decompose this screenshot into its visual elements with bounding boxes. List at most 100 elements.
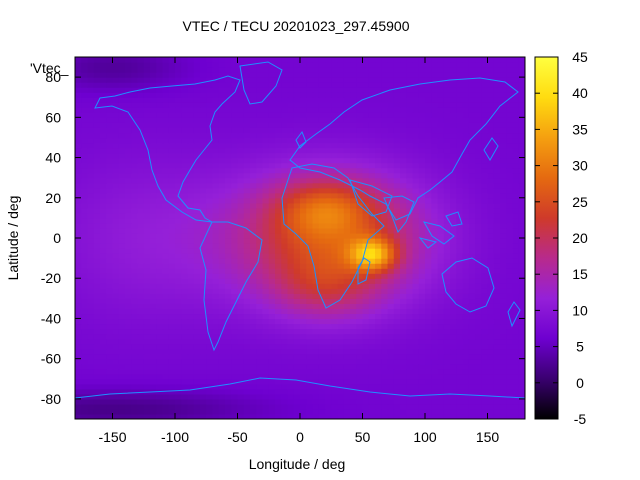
heatmap-cell — [168, 67, 176, 73]
heatmap-cell — [356, 92, 364, 98]
heatmap-cell — [318, 368, 326, 375]
heatmap-cell — [443, 353, 451, 360]
heatmap-cell — [331, 338, 339, 345]
heatmap-cell — [81, 328, 89, 335]
heatmap-cell — [337, 222, 345, 229]
heatmap-cell — [118, 383, 126, 390]
heatmap-cell — [318, 217, 326, 224]
heatmap-cell — [143, 288, 151, 294]
heatmap-cell — [250, 403, 257, 410]
heatmap-cell — [400, 137, 407, 144]
heatmap-cell — [368, 97, 376, 103]
heatmap-cell — [243, 373, 251, 380]
heatmap-cell — [506, 167, 514, 174]
heatmap-cell — [512, 227, 520, 234]
heatmap-cell — [356, 132, 364, 139]
heatmap-cell — [412, 403, 420, 410]
heatmap-cell — [218, 258, 226, 264]
heatmap-cell — [400, 378, 407, 385]
heatmap-cell — [456, 368, 464, 375]
heatmap-cell — [268, 232, 276, 239]
heatmap-cell — [450, 87, 457, 93]
heatmap-cell — [250, 67, 257, 73]
heatmap-cell — [81, 273, 89, 279]
heatmap-cell — [500, 328, 507, 335]
heatmap-cell — [343, 273, 351, 279]
heatmap-cell — [200, 67, 207, 73]
heatmap-cell — [331, 127, 339, 134]
heatmap-cell — [506, 197, 514, 204]
heatmap-cell — [150, 192, 157, 199]
heatmap-cell — [387, 273, 395, 279]
heatmap-cell — [187, 177, 195, 184]
heatmap-cell — [93, 92, 101, 98]
heatmap-cell — [118, 132, 126, 139]
heatmap-cell — [281, 408, 289, 415]
heatmap-cell — [262, 403, 270, 410]
heatmap-cell — [456, 308, 464, 315]
heatmap-cell — [168, 298, 176, 304]
heatmap-cell — [193, 243, 201, 249]
heatmap-cell — [112, 117, 120, 123]
heatmap-cell — [306, 373, 314, 380]
heatmap-cell — [350, 202, 357, 209]
heatmap-cell — [306, 192, 314, 199]
heatmap-cell — [318, 313, 326, 320]
heatmap-cell — [187, 87, 195, 93]
heatmap-cell — [375, 222, 382, 229]
heatmap-cell — [450, 97, 457, 103]
heatmap-cell — [181, 308, 189, 315]
heatmap-cell — [231, 348, 239, 355]
heatmap-cell — [375, 408, 382, 415]
heatmap-cell — [343, 323, 351, 330]
heatmap-cell — [387, 112, 395, 118]
heatmap-cell — [412, 333, 420, 340]
heatmap-cell — [75, 97, 82, 103]
heatmap-cell — [462, 283, 470, 289]
heatmap-cell — [268, 122, 276, 128]
heatmap-cell — [131, 82, 139, 88]
heatmap-cell — [125, 232, 132, 239]
heatmap-cell — [106, 227, 114, 234]
heatmap-cell — [456, 318, 464, 325]
heatmap-cell — [343, 197, 351, 204]
heatmap-cell — [500, 408, 507, 415]
heatmap-cell — [500, 308, 507, 315]
heatmap-cell — [418, 308, 426, 315]
heatmap-cell — [131, 373, 139, 380]
heatmap-cell — [400, 353, 407, 360]
heatmap-cell — [156, 348, 164, 355]
heatmap-cell — [431, 217, 439, 224]
heatmap-cell — [137, 147, 145, 154]
heatmap-cell — [231, 393, 239, 400]
heatmap-cell — [156, 273, 164, 279]
heatmap-cell — [462, 107, 470, 113]
heatmap-cell — [293, 348, 301, 355]
heatmap-cell — [406, 248, 414, 254]
heatmap-cell — [325, 212, 332, 219]
heatmap-cell — [143, 258, 151, 264]
heatmap-cell — [200, 87, 207, 93]
heatmap-cell — [475, 253, 482, 259]
heatmap-cell — [100, 238, 107, 244]
heatmap-cell — [168, 253, 176, 259]
heatmap-cell — [331, 92, 339, 98]
heatmap-cell — [400, 152, 407, 159]
heatmap-cell — [262, 313, 270, 320]
heatmap-cell — [137, 212, 145, 219]
heatmap-cell — [318, 243, 326, 249]
heatmap-cell — [418, 112, 426, 118]
heatmap-cell — [275, 413, 282, 419]
heatmap-cell — [362, 238, 370, 244]
heatmap-cell — [337, 107, 345, 113]
heatmap-cell — [306, 363, 314, 370]
heatmap-cell — [106, 403, 114, 410]
heatmap-cell — [500, 187, 507, 194]
heatmap-cell — [212, 338, 220, 345]
heatmap-cell — [400, 162, 407, 169]
heatmap-cell — [156, 263, 164, 269]
heatmap-cell — [181, 122, 189, 128]
heatmap-cell — [193, 87, 201, 93]
heatmap-cell — [362, 92, 370, 98]
heatmap-cell — [243, 263, 251, 269]
